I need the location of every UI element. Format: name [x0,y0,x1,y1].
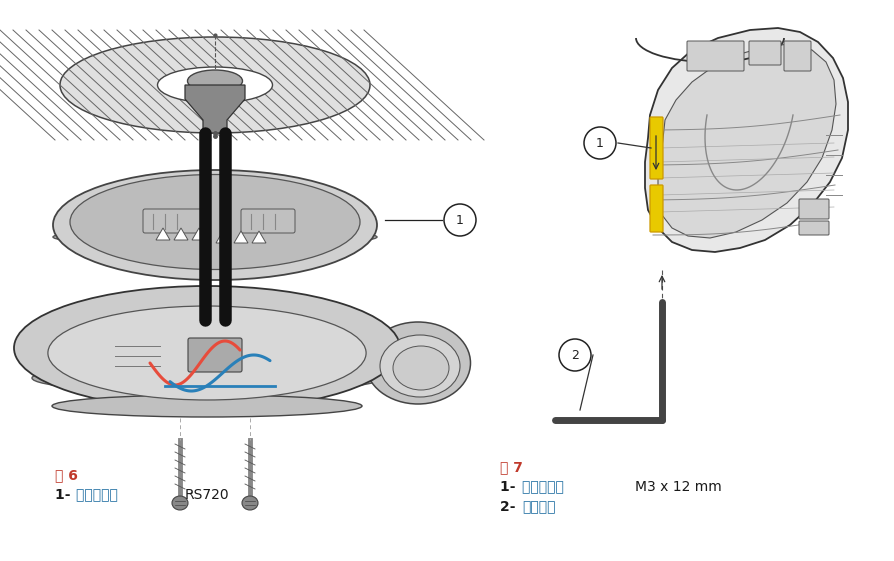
Text: 2-: 2- [500,500,519,514]
Circle shape [559,339,590,371]
Polygon shape [173,228,188,240]
Ellipse shape [48,306,366,400]
Text: 2: 2 [570,348,578,361]
FancyBboxPatch shape [143,209,202,233]
Circle shape [443,204,476,236]
Circle shape [584,127,615,159]
Ellipse shape [52,395,361,417]
Text: 1-: 1- [55,488,75,502]
Ellipse shape [60,37,369,133]
Text: 六角扬手: 六角扬手 [521,500,555,514]
Ellipse shape [70,174,359,269]
Text: M3 x 12 mm: M3 x 12 mm [634,480,721,494]
FancyBboxPatch shape [649,185,662,232]
Text: 图 6: 图 6 [55,468,78,482]
FancyBboxPatch shape [649,117,662,179]
FancyBboxPatch shape [687,41,743,71]
FancyBboxPatch shape [240,209,295,233]
Text: 1: 1 [456,214,463,227]
FancyBboxPatch shape [188,338,241,372]
Text: 内六角螺钉: 内六角螺钉 [521,480,568,494]
Ellipse shape [365,322,470,404]
FancyBboxPatch shape [798,221,828,235]
Ellipse shape [157,67,272,103]
Polygon shape [185,85,245,133]
Text: 底座密封坘: 底座密封坘 [76,488,122,502]
Polygon shape [156,228,170,240]
FancyBboxPatch shape [798,199,828,219]
Ellipse shape [392,346,449,390]
Ellipse shape [241,496,257,510]
Polygon shape [252,231,266,243]
Polygon shape [657,44,835,238]
Ellipse shape [32,363,382,393]
Text: 1-: 1- [500,480,519,494]
Text: RS720: RS720 [185,488,230,502]
Ellipse shape [172,496,188,510]
Ellipse shape [53,170,376,280]
Ellipse shape [380,335,460,397]
Ellipse shape [14,286,400,410]
Polygon shape [215,231,230,243]
FancyBboxPatch shape [748,41,780,65]
Text: 1: 1 [595,136,603,149]
Text: 图 7: 图 7 [500,460,522,474]
Polygon shape [233,231,248,243]
Polygon shape [192,228,206,240]
FancyBboxPatch shape [783,41,810,71]
Ellipse shape [187,70,242,92]
Polygon shape [645,28,847,252]
Ellipse shape [53,228,376,246]
